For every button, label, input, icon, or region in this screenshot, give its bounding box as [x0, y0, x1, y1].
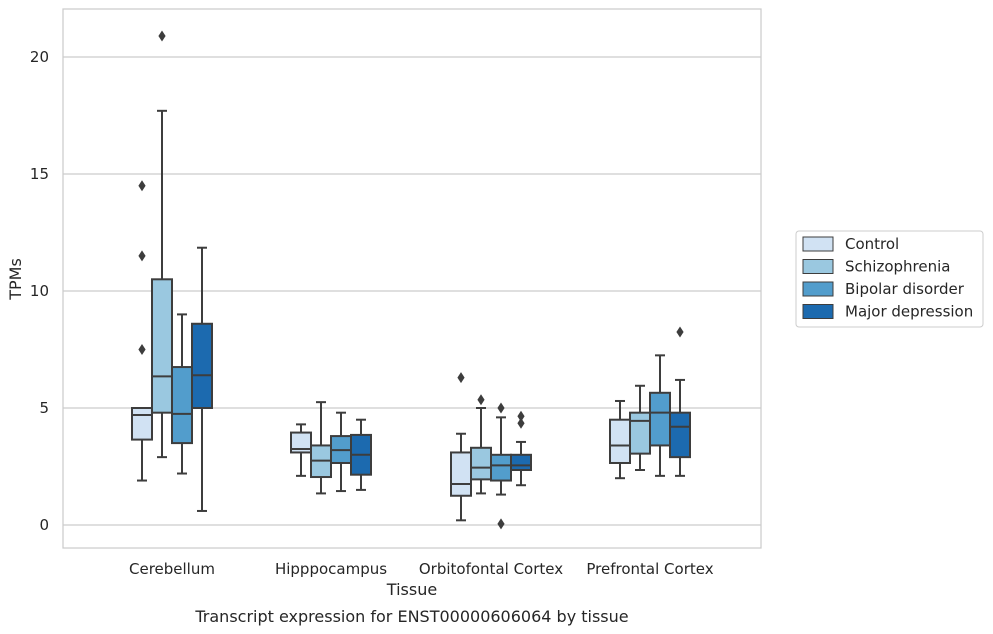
legend-label: Control	[845, 235, 899, 253]
y-tick-labels: 0 5 10 15 20	[30, 48, 49, 534]
outlier-point	[497, 402, 505, 414]
x-axis-title: Tissue	[386, 580, 437, 599]
x-tick-label: Hipppocampus	[275, 560, 387, 578]
box-iqr	[450, 451, 472, 497]
legend-swatch	[802, 259, 834, 274]
x-tick-label: Cerebellum	[129, 560, 215, 578]
box-schizophrenia	[151, 30, 173, 459]
y-tick-label: 5	[39, 399, 49, 417]
y-tick-label: 10	[30, 282, 49, 300]
box-iqr	[171, 366, 193, 445]
box-control	[290, 423, 312, 477]
box-schizophrenia	[629, 384, 651, 472]
box-bipolar-disorder	[490, 402, 512, 530]
outlier-point	[676, 326, 684, 338]
box-control	[450, 372, 472, 522]
legend-label: Bipolar disorder	[845, 280, 965, 298]
outlier-point	[138, 250, 146, 262]
outlier-point	[517, 417, 525, 429]
box-bipolar-disorder	[330, 411, 352, 493]
box-iqr	[151, 278, 173, 414]
legend-swatch	[802, 281, 834, 297]
legend-swatch	[802, 304, 834, 319]
box-plot-area	[131, 30, 691, 530]
outlier-point	[497, 518, 505, 530]
x-tick-label: Orbitofontal Cortex	[419, 560, 563, 578]
box-iqr	[290, 431, 312, 454]
box-iqr	[131, 407, 153, 441]
box-major-depression	[669, 326, 691, 477]
legend-label: Major depression	[845, 303, 973, 321]
box-schizophrenia	[470, 394, 492, 495]
y-tick-label: 0	[39, 516, 49, 534]
chart-title: Transcript expression for ENST0000060606…	[194, 607, 628, 626]
box-schizophrenia	[310, 401, 332, 495]
y-axis-title: TPMs	[6, 258, 25, 301]
outlier-point	[138, 344, 146, 355]
legend-swatch	[802, 236, 834, 252]
box-iqr	[470, 446, 492, 481]
outlier-point	[457, 372, 465, 384]
x-tick-labels: Cerebellum Hipppocampus Orbitofontal Corte…	[129, 560, 714, 578]
box-bipolar-disorder	[649, 354, 671, 477]
box-control	[609, 399, 631, 480]
legend-frame	[795, 230, 984, 328]
x-tick-label: Prefrontal Cortex	[586, 560, 713, 578]
outlier-point	[158, 30, 166, 42]
box-iqr	[649, 391, 671, 447]
box-iqr	[490, 453, 512, 482]
box-iqr	[191, 322, 213, 410]
box-iqr	[609, 418, 631, 464]
box-major-depression	[510, 410, 532, 487]
outlier-point	[517, 410, 525, 422]
plot-frame	[62, 8, 762, 549]
box-bipolar-disorder	[171, 313, 193, 475]
legend-label: Schizophrenia	[845, 258, 950, 276]
y-tick-label: 20	[30, 48, 49, 66]
outlier-point	[477, 394, 485, 406]
box-major-depression	[350, 418, 372, 491]
box-control	[131, 180, 153, 482]
box-iqr	[510, 453, 532, 472]
box-iqr	[629, 411, 651, 455]
box-iqr	[669, 411, 691, 459]
y-tick-label: 15	[30, 165, 49, 183]
legend: Control Schizophrenia Bipolar disorder Majo…	[795, 230, 984, 328]
outlier-point	[138, 180, 146, 192]
box-major-depression	[191, 246, 213, 512]
